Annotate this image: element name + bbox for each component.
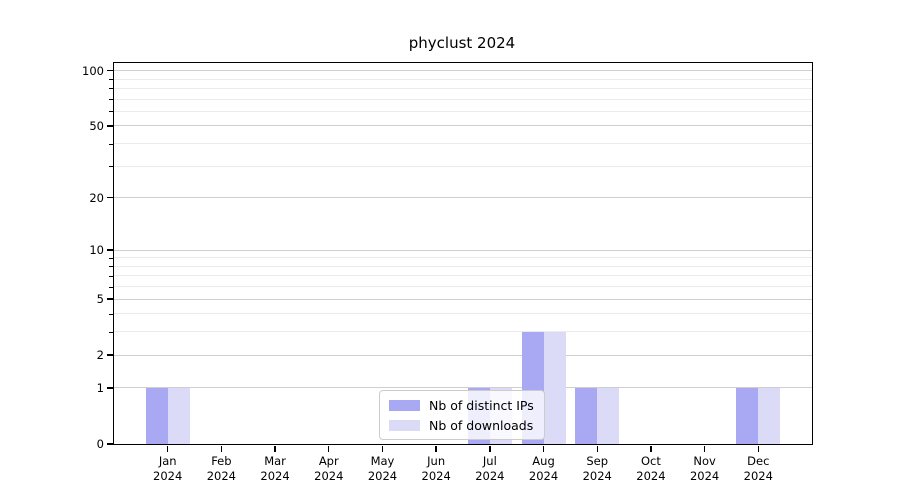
- y-tick-mark-minor: [109, 266, 113, 268]
- y-tick-mark-minor: [109, 111, 113, 113]
- x-tick-label: Sep 2024: [582, 454, 612, 483]
- y-tick-label: 0: [96, 437, 104, 451]
- x-tick-mark: [435, 445, 437, 452]
- legend: Nb of distinct IPs Nb of downloads: [379, 390, 545, 440]
- y-tick-mark: [106, 354, 113, 356]
- y-tick-mark: [106, 387, 113, 389]
- y-tick-mark-minor: [109, 79, 113, 81]
- y-gridline: [114, 197, 812, 199]
- y-tick-mark: [106, 298, 113, 300]
- y-gridline-minor: [114, 286, 812, 288]
- y-gridline-minor: [114, 110, 812, 112]
- y-gridline-minor: [114, 87, 812, 89]
- x-tick-mark: [596, 445, 598, 452]
- x-tick-label: Dec 2024: [743, 454, 773, 483]
- y-gridline-minor: [114, 98, 812, 100]
- y-gridline: [114, 125, 812, 127]
- x-tick-label: Jun 2024: [421, 454, 451, 483]
- y-gridline-minor: [114, 275, 812, 277]
- x-tick-mark: [650, 445, 652, 452]
- y-gridline: [114, 354, 812, 356]
- x-tick-mark: [220, 445, 223, 452]
- bar-distinct-ips: [145, 387, 168, 444]
- y-gridline-minor: [114, 331, 812, 333]
- y-gridline-minor: [114, 265, 812, 267]
- bar-downloads: [167, 387, 190, 444]
- y-tick-mark-minor: [109, 275, 113, 277]
- x-tick-label: Aug 2024: [528, 454, 559, 483]
- y-gridline: [114, 298, 812, 300]
- y-gridline: [114, 249, 812, 251]
- y-gridline: [114, 70, 812, 72]
- x-tick-mark: [703, 445, 706, 452]
- legend-label-distinct-ips: Nb of distinct IPs: [429, 397, 534, 413]
- y-tick-label: 20: [89, 190, 104, 205]
- y-tick-mark-minor: [109, 143, 113, 145]
- x-tick-mark: [166, 445, 169, 452]
- legend-entry-distinct-ips: Nb of distinct IPs: [389, 397, 534, 413]
- x-tick-mark: [274, 445, 276, 452]
- y-tick-mark-minor: [109, 99, 113, 101]
- y-tick-mark-minor: [109, 313, 113, 315]
- x-tick-label: Mar 2024: [260, 454, 290, 483]
- x-tick-label: Jan 2024: [153, 454, 183, 483]
- y-tick-label: 2: [96, 348, 104, 363]
- y-tick-label: 5: [96, 292, 104, 307]
- chart-title: phyclust 2024: [408, 34, 516, 52]
- x-tick-mark: [542, 445, 545, 452]
- bar-distinct-ips: [575, 387, 598, 444]
- y-gridline-minor: [114, 257, 812, 259]
- y-gridline-minor: [114, 78, 812, 80]
- y-tick-mark: [106, 69, 113, 72]
- x-tick-mark: [757, 445, 759, 452]
- bar-downloads: [543, 331, 566, 444]
- y-tick-mark: [106, 196, 113, 199]
- y-tick-mark-minor: [109, 331, 113, 333]
- x-tick-label: Oct 2024: [636, 454, 666, 483]
- y-tick-mark-minor: [109, 286, 113, 288]
- y-tick-mark-minor: [109, 257, 113, 259]
- y-gridline-minor: [114, 165, 812, 167]
- y-tick-mark: [106, 249, 113, 251]
- x-tick-mark: [381, 445, 384, 452]
- y-tick-mark-minor: [109, 88, 113, 90]
- legend-label-downloads: Nb of downloads: [429, 417, 534, 433]
- y-tick-label: 100: [82, 63, 104, 78]
- x-tick-label: Nov 2024: [689, 454, 720, 483]
- bar-downloads: [597, 387, 620, 444]
- bar-distinct-ips: [736, 387, 759, 444]
- y-tick-mark: [106, 125, 113, 127]
- y-tick-mark: [106, 443, 113, 445]
- plot-area: 0 1 2 5 10 20 50 100 Jan 2024 Feb 2024 Mar 2024 Apr…: [82, 62, 813, 483]
- y-tick-label: 50: [89, 118, 104, 133]
- x-tick-label: May 2024: [367, 454, 398, 483]
- x-tick-label: Jul 2024: [475, 454, 505, 483]
- x-tick-label: Apr 2024: [314, 454, 344, 483]
- x-tick-mark: [328, 445, 330, 452]
- x-tick-mark: [489, 445, 491, 452]
- legend-swatch-downloads: [389, 419, 420, 431]
- y-gridline-minor: [114, 143, 812, 145]
- y-tick-label: 10: [89, 243, 104, 257]
- y-gridline: [114, 387, 812, 389]
- bar-downloads: [758, 387, 781, 444]
- y-gridline-minor: [114, 313, 812, 315]
- y-tick-mark-minor: [109, 166, 113, 168]
- y-tick-label: 1: [96, 380, 104, 395]
- legend-swatch-distinct-ips: [389, 399, 420, 411]
- legend-entry-downloads: Nb of downloads: [389, 417, 534, 433]
- x-tick-label: Feb 2024: [206, 454, 237, 483]
